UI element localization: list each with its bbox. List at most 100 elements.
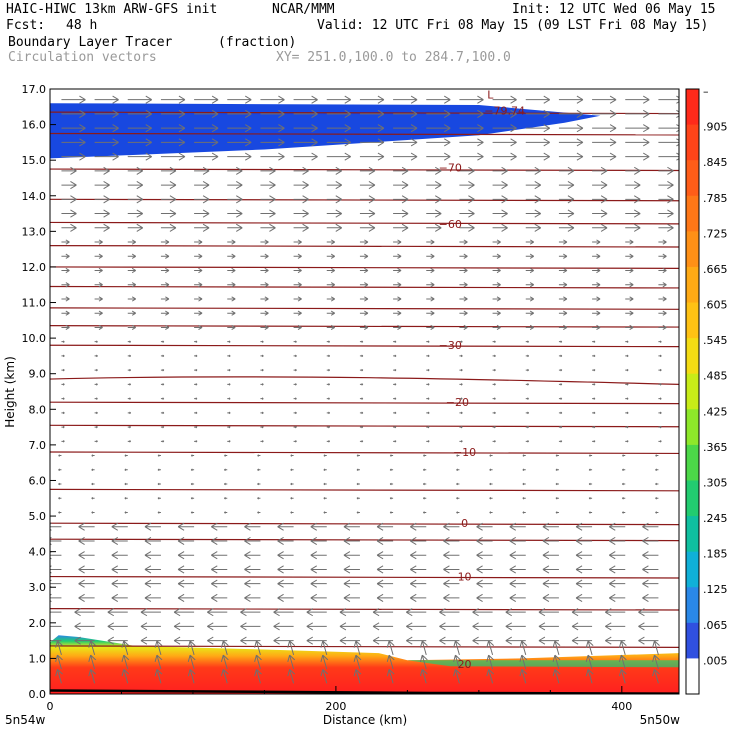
vector-arrow xyxy=(459,368,463,372)
vector-arrow xyxy=(625,95,650,104)
vector-arrow xyxy=(642,536,659,545)
vector-arrow xyxy=(376,565,394,574)
vector-arrow xyxy=(426,223,442,232)
vector-arrow xyxy=(525,166,542,175)
vector-arrow xyxy=(409,536,427,545)
vector-arrow xyxy=(525,253,535,259)
vector-arrow xyxy=(426,354,430,358)
contour-label: −70 xyxy=(439,161,462,174)
vector-arrow xyxy=(144,522,161,531)
vector-arrow xyxy=(227,397,231,400)
vector-arrow xyxy=(227,209,243,218)
vector-arrow xyxy=(260,267,269,274)
colorbar-label: .725 xyxy=(703,227,728,240)
vector-arrow xyxy=(608,536,626,545)
vector-arrow xyxy=(310,579,327,588)
vector-arrow xyxy=(326,138,352,147)
vector-arrow xyxy=(486,668,495,684)
vector-arrow xyxy=(91,511,95,514)
vector-arrow xyxy=(525,368,530,372)
contour-label: −60 xyxy=(439,218,462,231)
vector-arrow xyxy=(55,640,63,655)
y-tick-label: 5.0 xyxy=(29,510,47,523)
vector-arrow xyxy=(372,622,394,631)
vector-arrow xyxy=(160,383,165,386)
vector-arrow xyxy=(127,181,144,190)
vector-arrow xyxy=(290,468,294,472)
vector-arrow xyxy=(359,95,385,104)
vector-arrow xyxy=(61,209,77,218)
vector-arrow xyxy=(323,454,327,457)
vector-arrow xyxy=(426,340,430,343)
vector-arrow xyxy=(625,223,641,232)
vector-arrow xyxy=(552,654,561,670)
vector-arrow xyxy=(492,95,517,104)
vector-arrow xyxy=(326,209,343,218)
y-tick-label: 0.0 xyxy=(29,688,47,701)
vector-arrow xyxy=(293,411,297,415)
vector-arrow xyxy=(194,138,219,147)
vector-arrow xyxy=(244,522,261,531)
vector-arrow xyxy=(525,195,542,204)
vector-arrow xyxy=(310,522,327,531)
vector-arrow xyxy=(88,654,97,670)
vector-arrow xyxy=(393,209,409,218)
vector-arrow xyxy=(326,239,336,245)
vector-arrow xyxy=(522,468,526,472)
vector-arrow xyxy=(190,511,195,514)
vector-arrow xyxy=(127,95,153,104)
vector-arrow xyxy=(558,166,575,175)
vector-arrow xyxy=(277,593,294,602)
vector-arrow xyxy=(111,593,128,602)
vector-arrow xyxy=(127,440,132,443)
vector-arrow xyxy=(160,411,165,415)
contour-line xyxy=(50,538,679,542)
vector-arrow xyxy=(356,468,360,472)
vector-arrow xyxy=(190,468,195,472)
vector-arrow xyxy=(621,497,626,500)
vector-arrow xyxy=(78,579,95,588)
vector-arrow xyxy=(78,536,95,545)
contour-line xyxy=(50,400,679,405)
vector-arrow xyxy=(326,253,336,259)
vector-arrow xyxy=(588,497,593,500)
vector-arrow xyxy=(492,267,501,274)
vector-arrow xyxy=(393,239,402,245)
vector-arrow xyxy=(422,511,427,514)
vector-arrow xyxy=(558,340,563,343)
vector-arrow xyxy=(61,109,86,118)
vector-arrow xyxy=(592,239,601,245)
vector-arrow xyxy=(592,124,617,133)
vector-arrow xyxy=(88,668,97,684)
colorbar-label: .545 xyxy=(703,334,728,347)
vector-arrow xyxy=(592,209,608,218)
contour-line xyxy=(50,167,679,172)
vector-arrow xyxy=(224,468,228,472)
vector-arrow xyxy=(160,181,177,190)
vector-arrow xyxy=(625,195,641,204)
vector-arrow xyxy=(359,209,376,218)
vector-arrow xyxy=(592,282,601,288)
vector-arrow xyxy=(306,622,327,631)
vector-arrow xyxy=(658,354,662,358)
vector-arrow xyxy=(386,640,395,655)
vector-arrow xyxy=(608,565,626,574)
vector-arrow xyxy=(240,636,261,645)
vector-arrow xyxy=(227,354,231,358)
y-tick-label: 8.0 xyxy=(29,403,47,416)
vector-arrow xyxy=(356,497,360,500)
vector-arrow xyxy=(492,425,496,429)
vector-arrow xyxy=(422,468,427,472)
y-tick-label: 6.0 xyxy=(29,474,47,487)
vector-arrow xyxy=(257,454,261,457)
vector-arrow xyxy=(655,454,659,457)
vector-arrow xyxy=(558,181,575,190)
vector-arrow xyxy=(343,522,360,531)
vector-arrow xyxy=(525,95,551,104)
vector-arrow xyxy=(359,354,364,358)
vector-arrow xyxy=(160,296,170,302)
vector-arrow xyxy=(94,239,103,245)
vector-arrow xyxy=(393,383,397,386)
vector-arrow xyxy=(94,253,103,259)
vector-arrow xyxy=(426,166,442,175)
